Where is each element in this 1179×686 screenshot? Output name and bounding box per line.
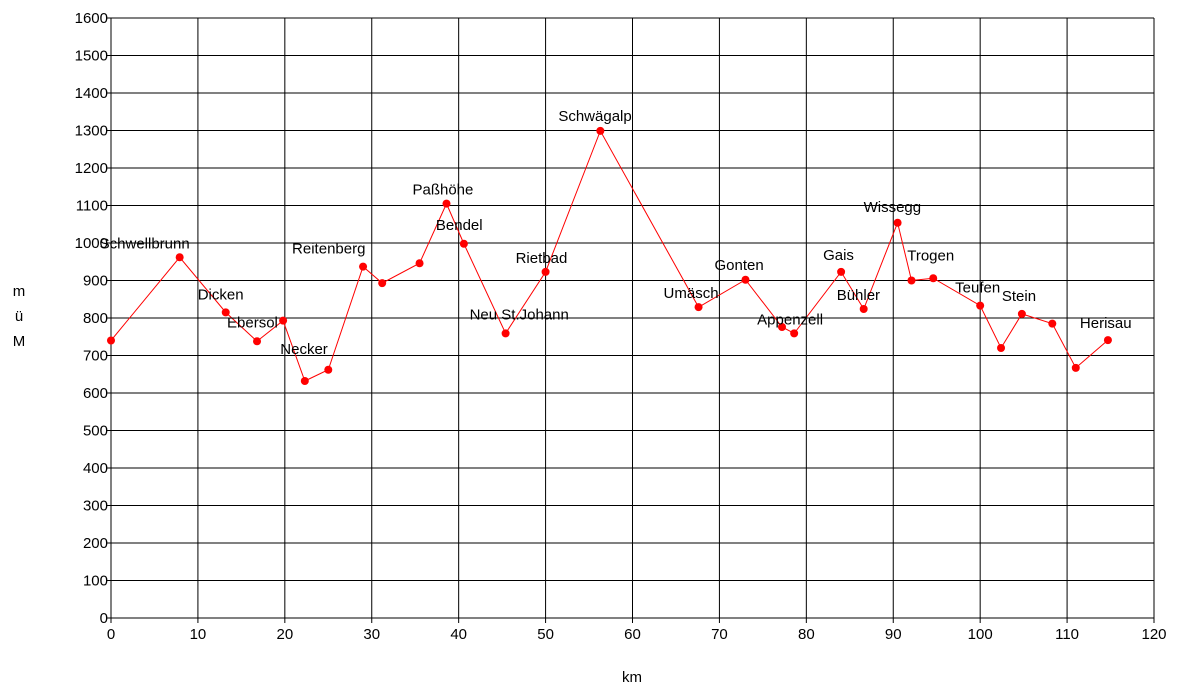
data-point: [1017, 309, 1026, 318]
x-axis-title: km: [622, 669, 642, 686]
data-point: [907, 276, 916, 285]
data-point: [1071, 363, 1080, 372]
x-tick-label: 120: [1141, 626, 1166, 643]
x-tick-label: 50: [537, 626, 554, 643]
y-tick-label: 1600: [75, 10, 108, 27]
point-label: Dicken: [198, 286, 244, 303]
y-tick-label: 800: [83, 310, 108, 327]
point-label: Rietbad: [516, 250, 568, 267]
data-point: [1103, 336, 1112, 345]
data-point: [107, 336, 115, 345]
point-label: Wissegg: [864, 199, 922, 216]
point-label: Ebersol: [227, 314, 278, 331]
point-label: Schwägalp: [558, 108, 631, 125]
data-point: [859, 305, 868, 313]
x-tick-label: 60: [624, 626, 641, 643]
data-point: [324, 365, 333, 374]
y-axis-title-line: m: [13, 283, 26, 300]
data-point: [777, 323, 786, 331]
point-label: Gais: [823, 247, 854, 264]
point-label: Appenzell: [757, 311, 823, 328]
x-axis-ticks: 0 10 20 30 40 50 60 70 80 90 100 110 120: [107, 618, 1167, 643]
y-tick-label: 100: [83, 573, 108, 590]
point-label: Paßhöhe: [412, 182, 473, 199]
elevation-series: [107, 126, 1112, 385]
data-point: [997, 344, 1006, 352]
x-tick-label: 30: [363, 626, 380, 643]
data-point: [541, 267, 550, 276]
y-tick-label: 900: [83, 273, 108, 290]
elevation-line: [110, 129, 1109, 382]
point-label: Bühler: [837, 287, 880, 304]
data-point: [976, 301, 985, 310]
y-tick-label: 400: [83, 460, 108, 477]
data-point: [837, 267, 846, 276]
x-tick-label: 100: [968, 626, 993, 643]
data-point: [694, 303, 703, 312]
y-axis-title-line: M: [13, 333, 26, 350]
data-point: [279, 316, 288, 325]
y-tick-label: 1300: [75, 123, 108, 140]
x-tick-label: 70: [711, 626, 728, 643]
y-tick-label: 1500: [75, 48, 108, 65]
y-tick-label: 1400: [75, 85, 108, 102]
data-point: [359, 262, 368, 271]
data-point: [459, 239, 468, 248]
x-tick-label: 90: [885, 626, 902, 643]
x-tick-label: 80: [798, 626, 815, 643]
y-axis-title: müM: [13, 283, 26, 350]
point-label: Trogen: [907, 247, 954, 264]
y-axis-title-line: ü: [15, 308, 23, 325]
y-tick-label: 500: [83, 423, 108, 440]
point-label: Teufen: [955, 280, 1000, 297]
data-point: [442, 199, 451, 208]
point-label: Reitenberg: [292, 241, 365, 258]
x-tick-label: 20: [276, 626, 293, 643]
y-tick-label: 0: [100, 610, 108, 627]
data-point: [1048, 319, 1057, 328]
point-label: Stein: [1002, 288, 1036, 305]
point-label: Gonten: [714, 257, 763, 274]
data-point: [378, 279, 387, 288]
data-point: [893, 218, 902, 227]
data-point: [175, 253, 184, 262]
point-label: Herisau: [1080, 315, 1132, 332]
x-tick-label: 10: [190, 626, 207, 643]
y-tick-label: 700: [83, 348, 108, 365]
y-tick-label: 1100: [76, 198, 108, 215]
y-tick-label: 200: [83, 535, 108, 552]
data-point: [221, 308, 230, 317]
y-tick-label: 1000: [75, 235, 108, 252]
y-tick-label: 300: [83, 498, 108, 515]
point-label: Neu St.Johann: [470, 306, 569, 323]
data-point: [741, 275, 750, 284]
data-point: [596, 126, 605, 135]
data-point: [929, 274, 938, 283]
x-tick-label: 110: [1055, 626, 1079, 643]
y-axis-ticks: 0 100 200 300 400 500 600 700 800 900 1000 1100 1200…: [75, 10, 111, 627]
x-tick-label: 40: [450, 626, 467, 643]
data-point: [253, 337, 262, 346]
x-tick-label: 0: [107, 626, 115, 643]
point-label: Umäsch: [664, 285, 719, 302]
data-point: [300, 377, 309, 385]
data-point: [790, 329, 799, 338]
data-point: [501, 329, 510, 338]
y-tick-label: 600: [83, 385, 108, 402]
y-tick-label: 1200: [75, 160, 108, 177]
point-label: Necker: [280, 341, 328, 358]
point-label: Schwellbrunn: [100, 235, 190, 252]
data-point: [415, 259, 424, 268]
point-label: Bendel: [436, 217, 483, 234]
